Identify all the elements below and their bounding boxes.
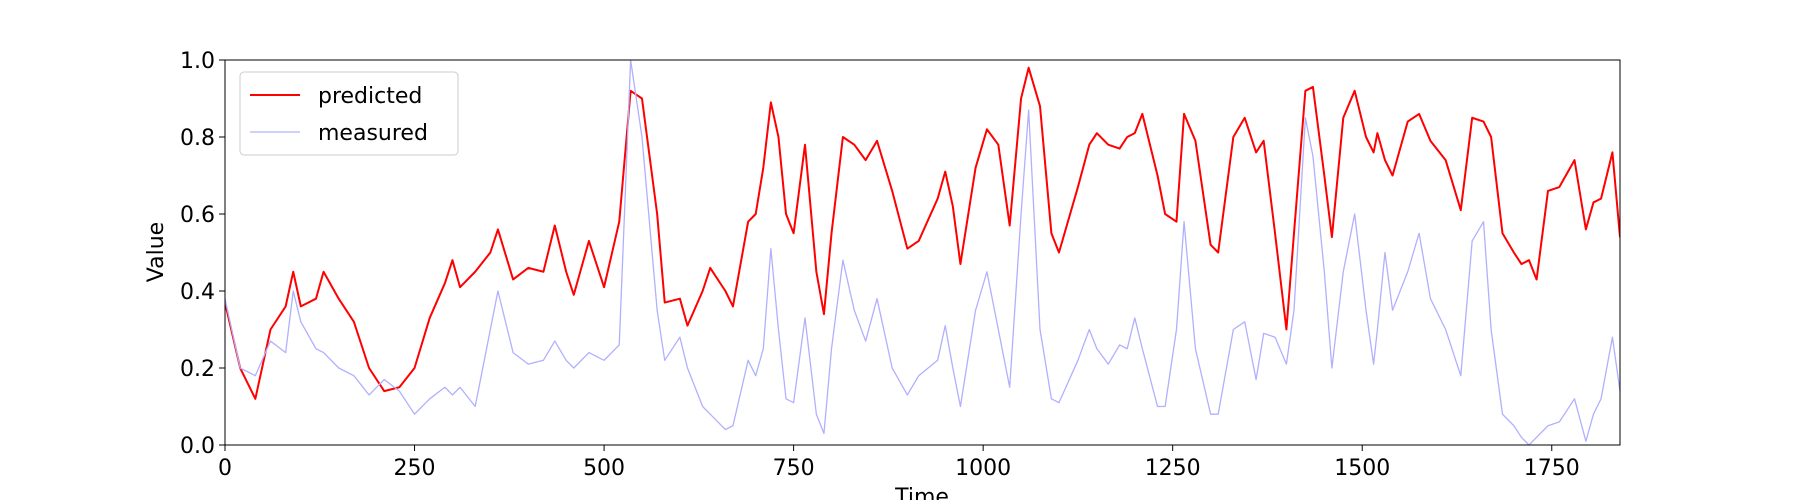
x-tick-label: 1500 <box>1334 456 1390 481</box>
x-tick-label: 0 <box>218 456 232 481</box>
series-line <box>225 66 1620 400</box>
legend-box <box>239 71 459 156</box>
x-tick-label: 1750 <box>1524 456 1580 481</box>
y-tick-label: 0.4 <box>180 280 215 305</box>
x-tick-label: 250 <box>394 456 436 481</box>
legend-label: measured <box>318 121 428 146</box>
series-line <box>225 60 1620 445</box>
y-tick-label: 0.8 <box>180 126 215 151</box>
legend-label: predicted <box>318 84 422 109</box>
x-tick-label: 500 <box>583 456 625 481</box>
y-tick-label: 0.2 <box>180 357 215 382</box>
y-tick-label: 0.0 <box>180 434 215 459</box>
plot-frame <box>224 59 1621 446</box>
y-tick-label: 1.0 <box>180 49 215 74</box>
x-tick-label: 1250 <box>1145 456 1201 481</box>
y-axis-label: Value <box>144 222 169 282</box>
x-tick-label: 1000 <box>955 456 1011 481</box>
y-tick-label: 0.6 <box>180 203 215 228</box>
x-axis-label: Time <box>894 485 949 500</box>
x-tick-label: 750 <box>773 456 815 481</box>
